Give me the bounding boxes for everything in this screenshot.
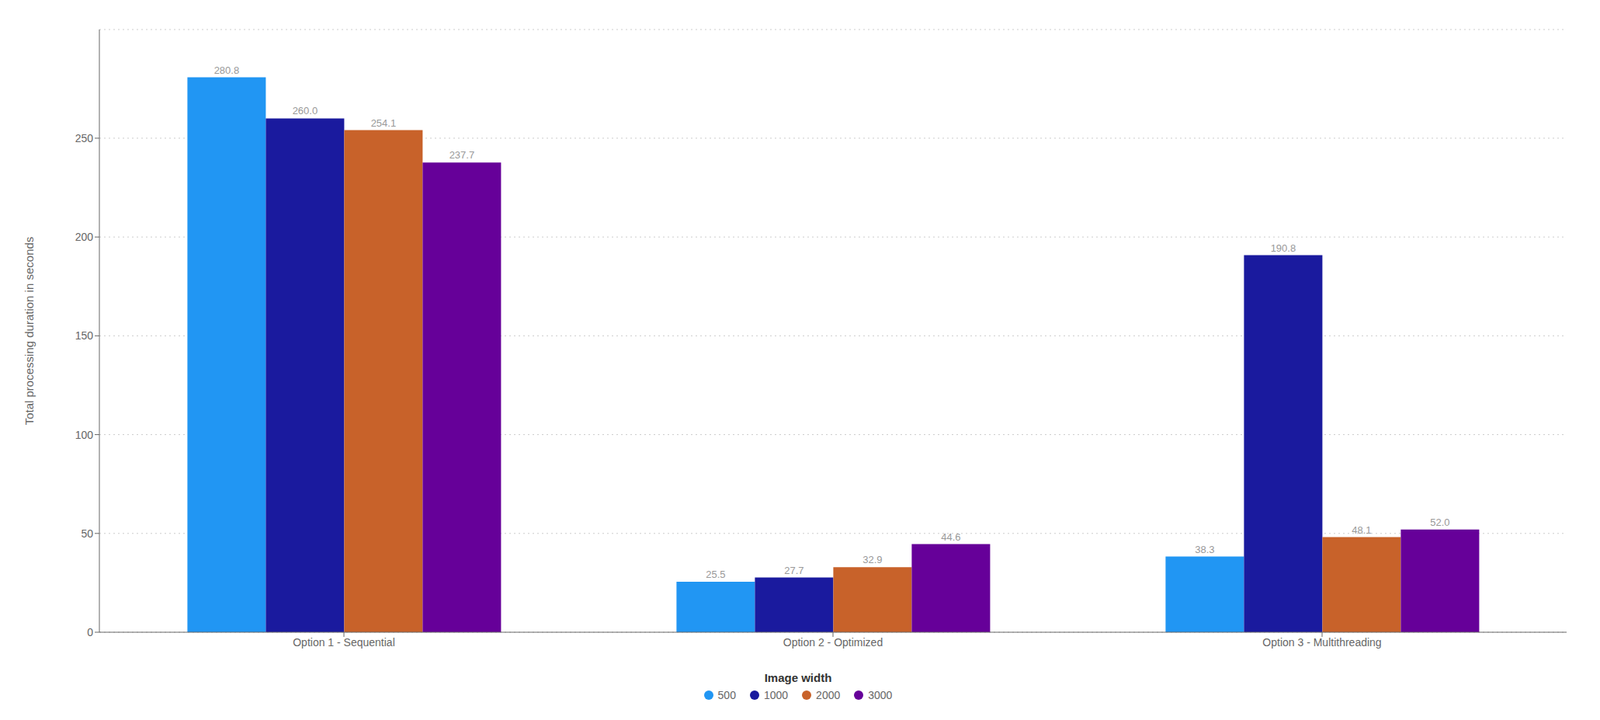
svg-text:250: 250 — [75, 131, 94, 145]
svg-text:190.8: 190.8 — [1270, 242, 1297, 254]
svg-text:254.1: 254.1 — [371, 117, 397, 129]
svg-text:25.5: 25.5 — [705, 568, 726, 580]
svg-text:200: 200 — [75, 230, 94, 243]
svg-text:27.7: 27.7 — [784, 564, 804, 577]
svg-text:52.0: 52.0 — [1429, 516, 1450, 528]
svg-text:150: 150 — [75, 329, 94, 342]
svg-text:Option 2 - Optimized: Option 2 - Optimized — [783, 635, 883, 649]
svg-text:100: 100 — [75, 428, 94, 441]
html-text:3000: 3000 — [868, 688, 893, 702]
svg-text:50: 50 — [80, 527, 94, 540]
svg-text:Total processing duration in s: Total processing duration in seconds — [22, 236, 36, 426]
svg-text:Option 1 - Sequential: Option 1 - Sequential — [292, 635, 396, 649]
html-text:1000: 1000 — [763, 688, 789, 702]
html-text:Image width: Image width — [764, 670, 832, 684]
svg-text:237.7: 237.7 — [449, 149, 476, 161]
html-text:2000: 2000 — [815, 688, 841, 702]
svg-text:0: 0 — [86, 625, 94, 639]
svg-text:260.0: 260.0 — [292, 104, 319, 117]
svg-text:280.8: 280.8 — [214, 64, 240, 77]
svg-text:32.9: 32.9 — [862, 553, 882, 566]
svg-text:38.3: 38.3 — [1194, 543, 1215, 556]
svg-text:Option 3 - Multithreading: Option 3 - Multithreading — [1262, 635, 1382, 649]
html-text:500: 500 — [717, 688, 736, 702]
svg-text:48.1: 48.1 — [1351, 524, 1371, 536]
svg-text:44.6: 44.6 — [940, 531, 961, 543]
